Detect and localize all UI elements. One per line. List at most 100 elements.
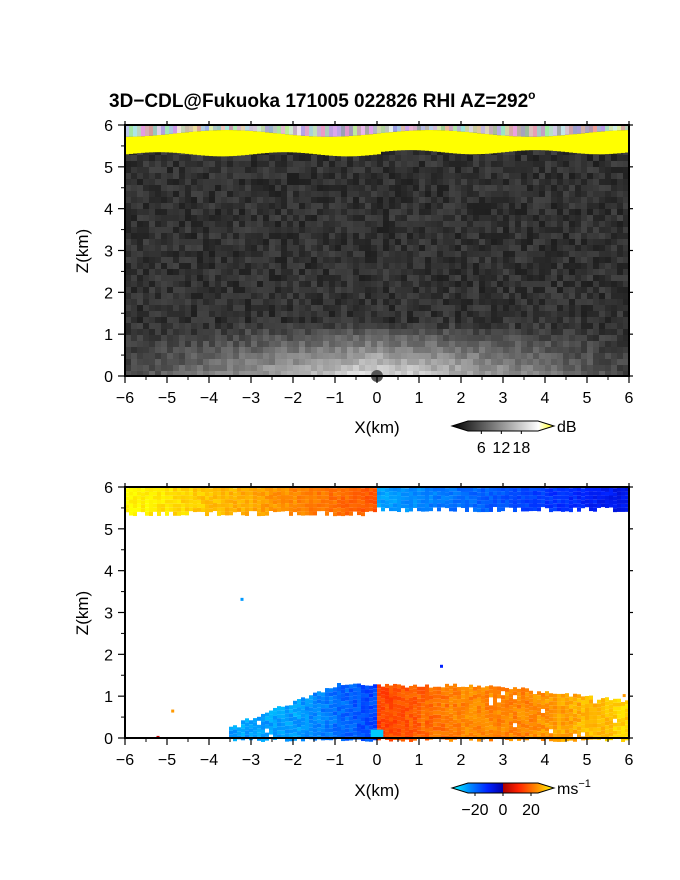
p2-low-cell <box>345 732 349 737</box>
p1-cell <box>143 197 149 203</box>
p1-cell <box>605 227 611 233</box>
p1-ylabel: Z(km) <box>73 229 92 273</box>
p1-cell <box>221 311 227 317</box>
p1-cell <box>479 197 485 203</box>
p1-cell <box>323 167 329 173</box>
p2-low-cell <box>341 697 345 702</box>
p2-upper-cell <box>465 503 469 508</box>
p2-upper-cell <box>473 491 477 496</box>
p2-upper-cell <box>325 499 329 504</box>
p1-cell <box>131 335 137 341</box>
p1-cell <box>299 353 305 359</box>
p1-cell <box>245 251 251 257</box>
p2-upper-cell <box>425 507 429 512</box>
p2-upper-cell <box>585 499 589 504</box>
p2-upper-cell <box>289 503 293 508</box>
p1-cell <box>215 341 221 347</box>
p2-upper-cell <box>209 500 213 505</box>
p1-cell <box>335 353 341 359</box>
p1-cell <box>347 275 353 281</box>
p1-cell <box>533 269 539 275</box>
p2-low-cell <box>265 712 269 717</box>
p2-upper-cell <box>201 504 205 509</box>
p1-cell <box>251 185 257 191</box>
p1-cell <box>389 203 395 209</box>
p1-cell <box>359 347 365 353</box>
p2-upper-cell <box>553 495 557 500</box>
p2-upper-cell <box>245 495 249 500</box>
p1-cell <box>299 233 305 239</box>
p1-cell <box>455 197 461 203</box>
p1-cell <box>161 197 167 203</box>
p1-cell <box>305 305 311 311</box>
p1-cell <box>425 371 431 377</box>
p2-low-cell <box>261 733 265 738</box>
p2-upper-cell <box>501 487 505 492</box>
p1-cell <box>563 191 569 197</box>
p1-cell <box>275 371 281 377</box>
p1-cell <box>551 269 557 275</box>
p1-cell <box>197 185 203 191</box>
p2-upper-cell <box>533 499 537 504</box>
p1-cell <box>587 281 593 287</box>
p1-layer-top <box>393 125 397 132</box>
p1-cell <box>401 233 407 239</box>
p1-cell <box>287 299 293 305</box>
p1-cell <box>569 275 575 281</box>
p1-cell <box>467 347 473 353</box>
p1-cell <box>185 215 191 221</box>
p1-cell <box>575 203 581 209</box>
p1-cell <box>563 221 569 227</box>
p2-upper-cell <box>325 507 329 512</box>
p1-cell <box>245 281 251 287</box>
p1-cell <box>425 239 431 245</box>
p1-cell <box>281 221 287 227</box>
p1-layer-cell <box>421 130 425 151</box>
p1-cell <box>143 341 149 347</box>
p2-upper-cell <box>177 495 181 500</box>
p2-upper-cell <box>405 508 409 513</box>
p1-layer-top <box>385 125 389 133</box>
p1-cell <box>353 341 359 347</box>
p2-low-cell <box>309 707 313 712</box>
p1-cell <box>467 209 473 215</box>
p1-cell <box>233 341 239 347</box>
p1-cell <box>287 197 293 203</box>
p1-cell <box>185 197 191 203</box>
p1-cell <box>137 227 143 233</box>
p1-cell <box>305 263 311 269</box>
y-tick-label: 0 <box>104 369 113 386</box>
p1-cell <box>599 281 605 287</box>
p1-cell <box>557 305 563 311</box>
p2-low-cell <box>265 732 269 737</box>
p1-cell <box>329 233 335 239</box>
p1-cell <box>431 275 437 281</box>
p2-upper-cell <box>557 491 561 496</box>
p1-cell <box>605 335 611 341</box>
p1-cell <box>209 305 215 311</box>
p1-cell <box>431 323 437 329</box>
p1-cell <box>311 179 317 185</box>
p1-cell <box>437 215 443 221</box>
p2-low-cell <box>341 737 345 742</box>
p1-cell <box>341 227 347 233</box>
p1-cell <box>305 257 311 263</box>
p1-cell <box>617 239 623 245</box>
p2-upper-cell <box>361 488 365 493</box>
p2-upper-cell <box>293 504 297 509</box>
p2-upper-cell <box>225 499 229 504</box>
p1-cell <box>437 239 443 245</box>
p2-upper-cell <box>425 491 429 496</box>
p1-cell <box>617 215 623 221</box>
p1-cell <box>467 251 473 257</box>
p1-cell <box>335 347 341 353</box>
p1-layer-top <box>269 125 273 133</box>
p1-cell <box>527 311 533 317</box>
p1-cell <box>245 155 251 161</box>
p2-low-cell <box>257 732 261 737</box>
p2-upper-cell <box>513 508 517 513</box>
p2-low-cell <box>241 724 245 729</box>
p2-upper-cell <box>209 496 213 501</box>
p1-cell <box>305 161 311 167</box>
p1-cell <box>443 347 449 353</box>
